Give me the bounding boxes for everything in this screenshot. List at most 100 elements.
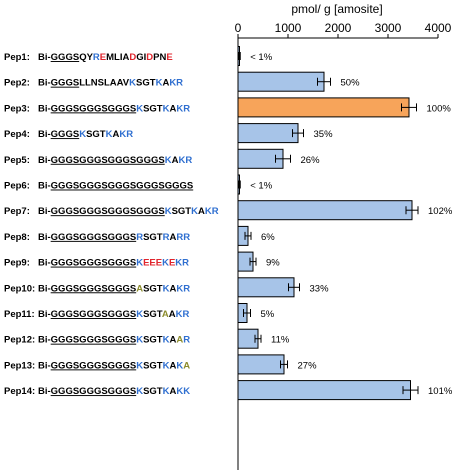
sequence-segment: Bi- bbox=[38, 335, 51, 346]
peptide-name-label: Pep8: bbox=[4, 232, 30, 243]
peptide-sequence-label: Bi-GGGSGGGSGGGSASGTKAKR bbox=[38, 283, 190, 294]
bar-percentage-label: 9% bbox=[266, 258, 280, 269]
bar bbox=[237, 380, 411, 401]
bar bbox=[237, 354, 285, 375]
peptide-name-label: Pep9: bbox=[4, 258, 30, 269]
sequence-segment: R bbox=[93, 52, 100, 63]
bar-percentage-label: < 1% bbox=[250, 181, 272, 192]
x-axis-title: pmol/ g [amosite] bbox=[291, 2, 382, 16]
bar-percentage-label: 102% bbox=[428, 206, 453, 217]
sequence-segment: K bbox=[191, 206, 198, 217]
x-tick-label: 2000 bbox=[325, 21, 352, 35]
sequence-segment: SGT bbox=[143, 386, 163, 397]
sequence-segment: GGGSGGGSGGGS bbox=[51, 335, 137, 346]
sequence-segment: Bi- bbox=[38, 360, 51, 371]
sequence-segment: Bi- bbox=[38, 78, 51, 89]
sequence-segment: KR bbox=[119, 129, 133, 140]
peptide-name-label: Pep13: bbox=[4, 360, 35, 371]
sequence-segment: GGGSGGGSGGGSGGGS bbox=[51, 206, 165, 217]
peptide-sequence-label: Bi-GGGSQYREMLIADGIDPNE bbox=[38, 52, 173, 63]
sequence-segment: Bi- bbox=[38, 129, 51, 140]
sequence-segment: GGGS bbox=[51, 78, 80, 89]
sequence-segment: Bi- bbox=[38, 155, 51, 166]
sequence-segment: Bi- bbox=[38, 181, 51, 192]
sequence-segment: MLIA bbox=[106, 52, 129, 63]
peptide-sequence-label: Bi-GGGSGGGSGGGSKSGTAAKR bbox=[38, 309, 190, 320]
peptide-sequence-label: Bi-GGGSGGGSGGGSGGGSKAKR bbox=[38, 155, 192, 166]
sequence-segment: K bbox=[163, 386, 170, 397]
sequence-segment: GGGSGGGSGGGS bbox=[51, 309, 137, 320]
sequence-segment: A bbox=[169, 309, 176, 320]
sequence-segment: SGT bbox=[143, 360, 163, 371]
bar-percentage-label: 35% bbox=[314, 129, 334, 140]
sequence-segment: K bbox=[165, 155, 172, 166]
sequence-segment: KR bbox=[176, 309, 190, 320]
sequence-segment: K bbox=[163, 283, 170, 294]
sequence-segment: A bbox=[183, 360, 190, 371]
sequence-segment: Bi- bbox=[38, 309, 51, 320]
peptide-name-label: Pep1: bbox=[4, 52, 30, 63]
x-tick-label: 1000 bbox=[275, 21, 302, 35]
sequence-segment: GGGSGGGSGGGS bbox=[51, 360, 137, 371]
peptide-name-label: Pep10: bbox=[4, 283, 35, 294]
sequence-segment: K bbox=[163, 335, 170, 346]
sequence-segment: K bbox=[136, 258, 143, 269]
sequence-segment: A bbox=[169, 103, 176, 114]
peptide-name-label: Pep14: bbox=[4, 386, 35, 397]
sequence-segment: A bbox=[162, 309, 169, 320]
sequence-segment: KR bbox=[176, 103, 190, 114]
sequence-segment: K bbox=[129, 78, 136, 89]
sequence-segment: A bbox=[169, 283, 176, 294]
sequence-segment: A bbox=[112, 129, 119, 140]
sequence-segment: K bbox=[176, 360, 183, 371]
sequence-segment: KR bbox=[175, 258, 189, 269]
sequence-segment: LLNSLAAV bbox=[79, 78, 130, 89]
sequence-segment: K bbox=[163, 360, 170, 371]
peptide-name-label: Pep3: bbox=[4, 103, 30, 114]
sequence-segment: RR bbox=[176, 232, 190, 243]
sequence-segment: SGT bbox=[136, 78, 156, 89]
x-tick-label: 0 bbox=[235, 21, 242, 35]
x-tick-label: 3000 bbox=[375, 21, 402, 35]
sequence-segment: Bi- bbox=[38, 103, 51, 114]
sequence-segment: SGT bbox=[172, 206, 192, 217]
sequence-segment: GGGSGGGSGGGS bbox=[51, 386, 137, 397]
sequence-segment: Bi- bbox=[38, 232, 51, 243]
sequence-segment: K bbox=[136, 360, 143, 371]
bar bbox=[237, 200, 413, 221]
sequence-segment: KR bbox=[178, 155, 192, 166]
sequence-segment: QY bbox=[79, 52, 93, 63]
sequence-segment: A bbox=[198, 206, 205, 217]
sequence-segment: E bbox=[100, 52, 106, 63]
sequence-segment: K bbox=[165, 206, 172, 217]
sequence-segment: GGGSGGGSGGGSGGGSGGGS bbox=[51, 181, 194, 192]
bar-percentage-label: 101% bbox=[428, 386, 453, 397]
sequence-segment: PN bbox=[153, 52, 166, 63]
sequence-segment: Bi- bbox=[38, 386, 51, 397]
sequence-segment: SGT bbox=[143, 232, 163, 243]
sequence-segment: K bbox=[136, 386, 143, 397]
sequence-segment: E bbox=[169, 258, 175, 269]
bar bbox=[237, 71, 325, 92]
sequence-segment: GGGS bbox=[51, 129, 80, 140]
sequence-segment: R bbox=[136, 232, 143, 243]
sequence-segment: A bbox=[169, 232, 176, 243]
bar-percentage-label: 11% bbox=[271, 335, 290, 346]
sequence-segment: KR bbox=[169, 78, 183, 89]
peptide-name-label: Pep12: bbox=[4, 335, 35, 346]
sequence-segment: D bbox=[129, 52, 136, 63]
sequence-segment: A bbox=[136, 283, 143, 294]
bar bbox=[237, 123, 299, 144]
sequence-segment: E bbox=[166, 52, 172, 63]
sequence-segment: K bbox=[136, 309, 143, 320]
peptide-sequence-label: Bi-GGGSGGGSGGGSKSGTKAKA bbox=[38, 360, 190, 371]
peptide-sequence-label: Bi-GGGSGGGSGGGSGGGSKSGTKAKR bbox=[38, 206, 219, 217]
sequence-segment: GGGSGGGSGGGS bbox=[51, 103, 137, 114]
sequence-segment: K bbox=[79, 129, 86, 140]
sequence-segment: SGT bbox=[143, 335, 163, 346]
sequence-segment: A bbox=[172, 155, 179, 166]
sequence-segment: KR bbox=[176, 283, 190, 294]
sequence-segment: GGGSGGGSGGGS bbox=[51, 232, 137, 243]
peptide-sequence-label: Bi-GGGSGGGSGGGSKSGTKAAR bbox=[38, 335, 190, 346]
